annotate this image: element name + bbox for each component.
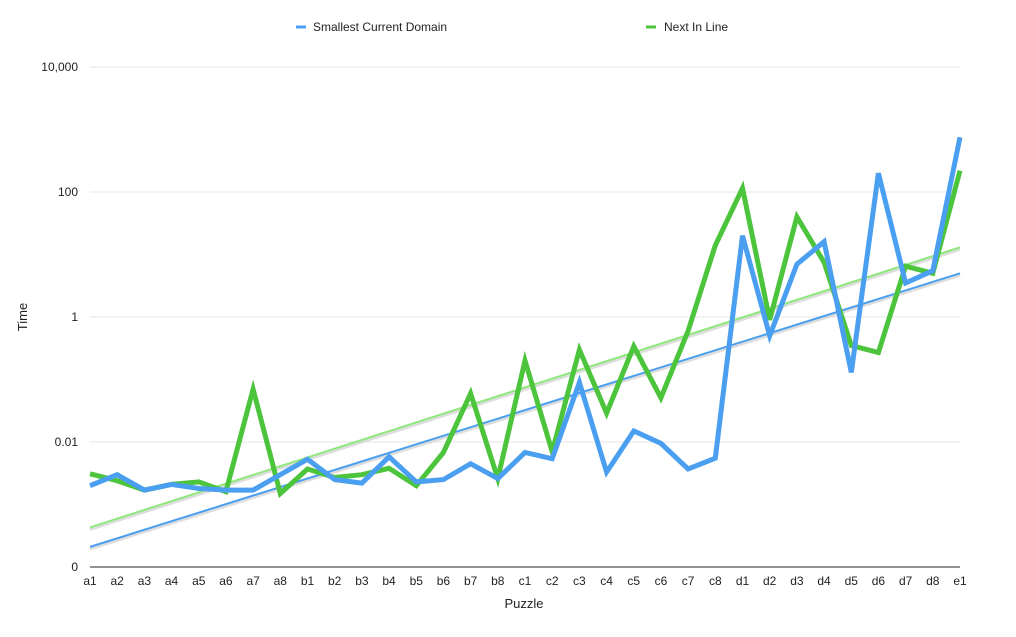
x-tick-label: a2	[111, 574, 125, 588]
y-tick-label: 10,000	[41, 60, 78, 74]
series-line-smallest-current-domain	[89, 136, 963, 493]
legend: Smallest Current Domain Next In Line	[296, 20, 728, 34]
trendline-shadow-next-in-line	[89, 247, 961, 531]
x-tick-label: d4	[817, 574, 831, 588]
x-tick-label: b1	[301, 574, 315, 588]
x-tick-label: a7	[246, 574, 260, 588]
x-tick-label: c3	[573, 574, 586, 588]
x-tick-label: c6	[655, 574, 668, 588]
x-tick-label: d5	[845, 574, 859, 588]
gridlines	[90, 66, 960, 443]
x-tick-label: c7	[682, 574, 695, 588]
x-tick-label: c2	[546, 574, 559, 588]
x-tick-label: c1	[519, 574, 532, 588]
x-tick-label: d8	[926, 574, 940, 588]
x-tick-label: a8	[274, 574, 288, 588]
y-tick-label: 1	[71, 310, 78, 324]
trendline-smallest-current-domain	[89, 272, 961, 548]
x-tick-label: b2	[328, 574, 342, 588]
x-tick-label: a4	[165, 574, 179, 588]
y-tick-label: 0	[71, 560, 78, 574]
x-tick-label: c5	[627, 574, 640, 588]
x-tick-label: b5	[410, 574, 424, 588]
legend-label-smallest-current-domain: Smallest Current Domain	[313, 20, 447, 34]
y-axis-title: Time	[15, 303, 30, 331]
x-tick-label: c8	[709, 574, 722, 588]
x-tick-label: b4	[382, 574, 396, 588]
x-tick-label: d2	[763, 574, 777, 588]
legend-label-next-in-line: Next In Line	[664, 20, 728, 34]
axes: 0 0.01 1 100 10,000 a1 a2 a3 a4 a5 a6 a7 a8 b1 b2 b3 b4 b…	[41, 60, 967, 588]
x-tick-label: b6	[437, 574, 451, 588]
trendline-shadow-smallest-current-domain	[89, 273, 961, 551]
y-tick-label: 0.01	[55, 435, 79, 449]
series-line-next-in-line	[89, 169, 963, 499]
trendlines	[89, 246, 961, 551]
x-axis-title: Puzzle	[504, 596, 543, 611]
x-tick-label: d1	[736, 574, 750, 588]
x-tick-label: b3	[355, 574, 369, 588]
series-lines	[89, 136, 963, 499]
x-tick-label: a3	[138, 574, 152, 588]
x-tick-label: d7	[899, 574, 913, 588]
trendline-next-in-line	[89, 246, 961, 529]
x-tick-label: e1	[953, 574, 967, 588]
x-tick-label: a6	[219, 574, 233, 588]
x-tick-label: b8	[491, 574, 505, 588]
x-tick-label: c4	[600, 574, 613, 588]
x-tick-label: a5	[192, 574, 206, 588]
y-tick-label: 100	[58, 185, 78, 199]
x-tick-label: d3	[790, 574, 804, 588]
x-tick-label: a1	[83, 574, 97, 588]
x-tick-label: b7	[464, 574, 478, 588]
x-tick-label: d6	[872, 574, 886, 588]
